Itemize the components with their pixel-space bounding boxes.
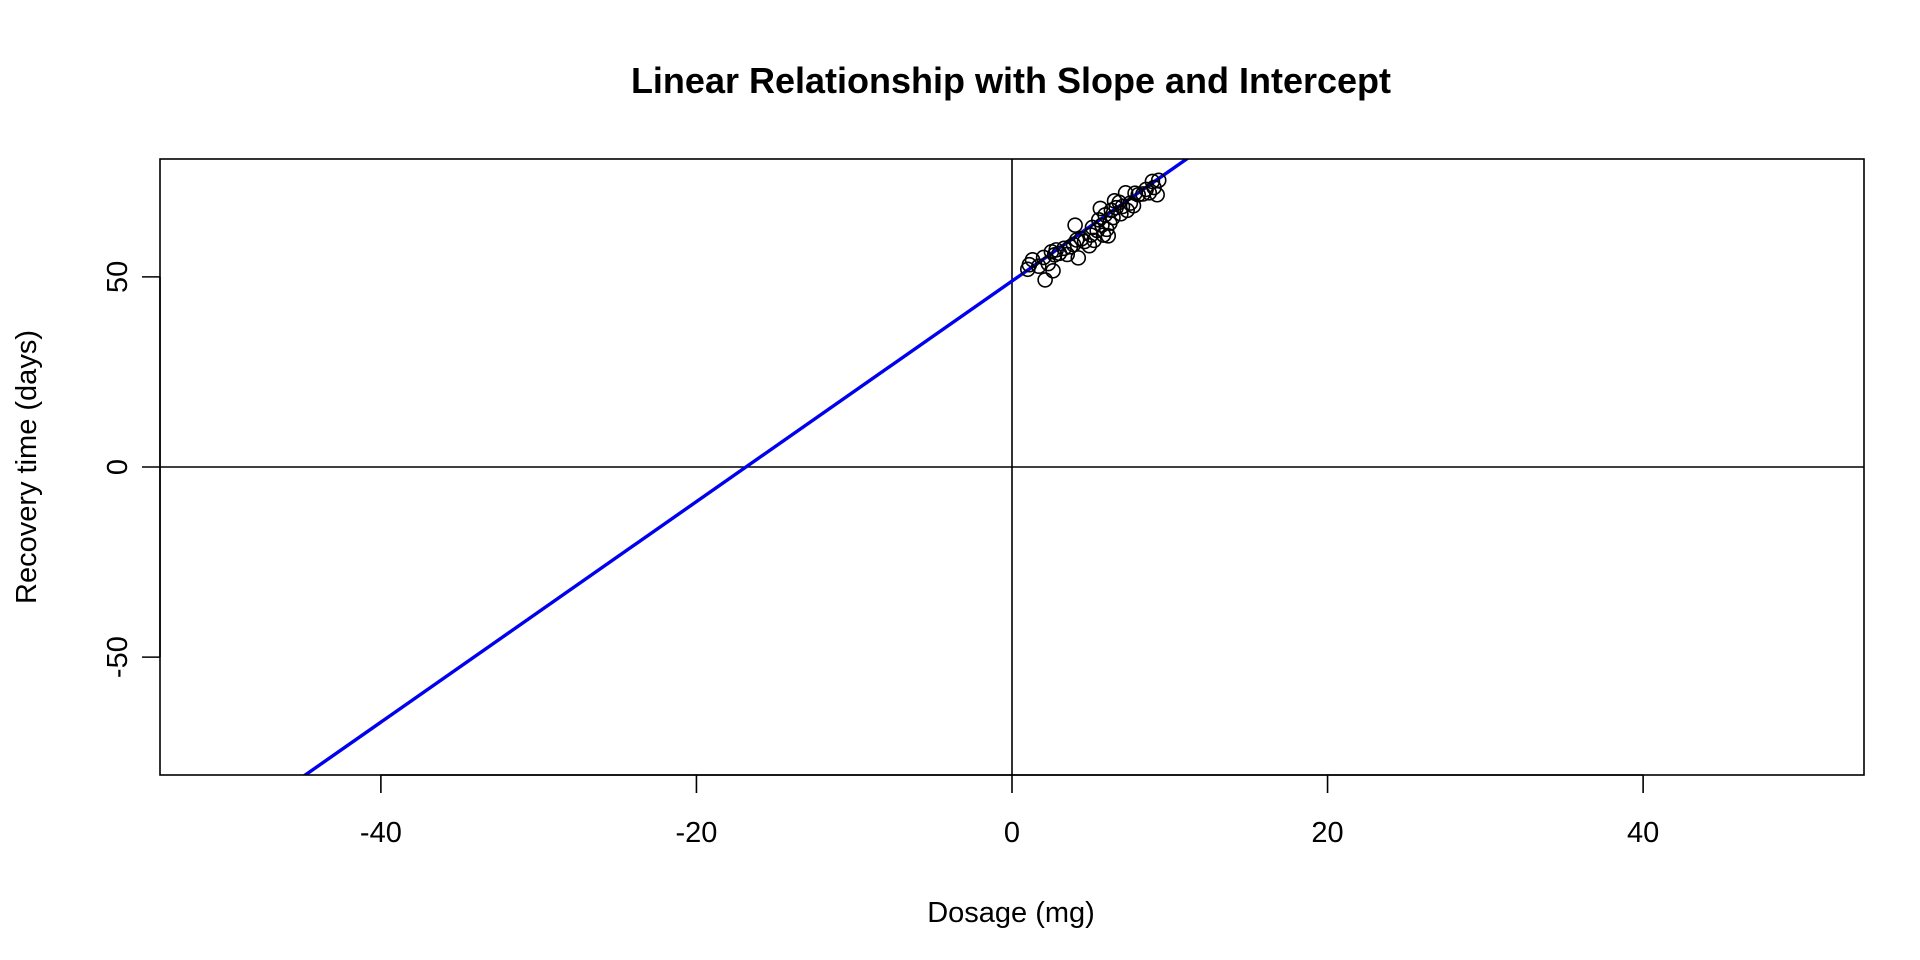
y-tick-label--50: -50 [102,636,134,678]
y-axis: -50 0 50 [102,261,161,678]
data-point-10 [1048,242,1064,258]
data-point-8 [1045,262,1061,279]
data-point-32 [1100,228,1117,244]
data-point-16 [1067,217,1083,233]
data-point-53 [1150,172,1167,189]
data-point-21 [1081,237,1098,254]
data-point-50 [1144,173,1161,190]
x-tick-label-20: 20 [1311,817,1343,849]
data-point-18 [1070,250,1087,266]
x-tick-label-40: 40 [1627,817,1659,849]
plot-area [160,159,1864,775]
data-point-46 [1130,186,1147,203]
x-axis: -40 -20 0 20 40 [360,774,1659,849]
data-points [1019,172,1167,288]
regression-line [302,159,1190,775]
data-point-15 [1065,236,1082,253]
y-tick-label-0: 0 [102,459,134,475]
data-point-5 [1037,272,1053,288]
y-tick-label-50: 50 [102,261,134,293]
x-tick-label-0: 0 [1004,817,1020,849]
data-point-24 [1086,232,1102,249]
data-point-35 [1105,209,1121,226]
data-point-43 [1122,195,1139,211]
chart-title: Linear Relationship with Slope and Inter… [631,60,1391,101]
x-tick-label--40: -40 [360,817,402,849]
y-axis-title: Recovery time (days) [11,330,43,604]
x-axis-title: Dosage (mg) [927,897,1095,929]
data-point-41 [1117,185,1134,201]
x-tick-label--20: -20 [675,817,717,849]
data-point-3 [1031,258,1047,275]
data-point-49 [1141,185,1158,201]
